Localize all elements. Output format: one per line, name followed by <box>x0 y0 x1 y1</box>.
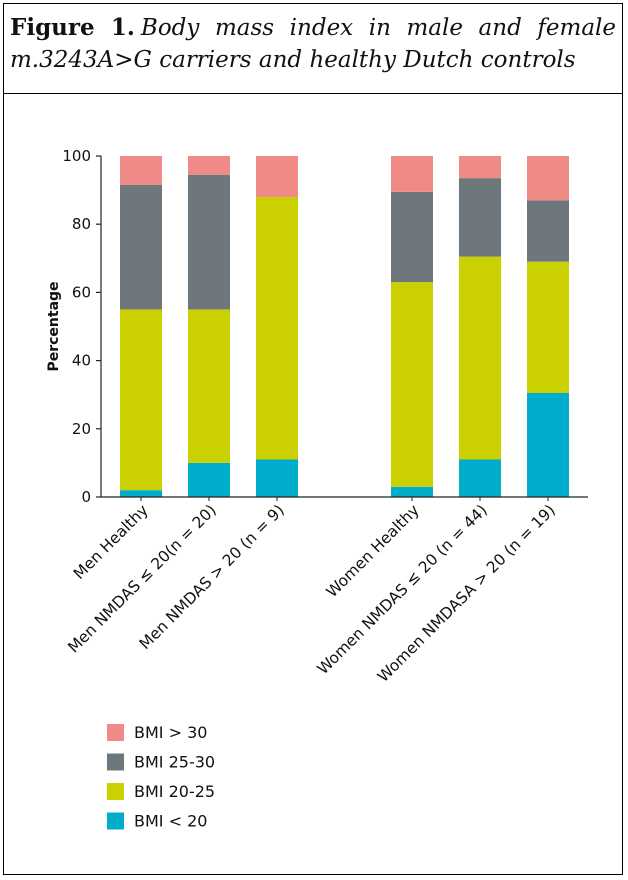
y-tick-label: 20 <box>72 420 91 438</box>
y-axis-label: Percentage <box>46 281 62 371</box>
caption-divider <box>3 93 623 94</box>
legend-swatch <box>107 783 124 800</box>
y-tick-label: 0 <box>81 488 91 506</box>
bar-segment <box>188 462 230 497</box>
x-category-label: Men NMDAS > 20 (n = 9) <box>136 501 288 653</box>
legend-label: BMI 25-30 <box>134 753 215 772</box>
bar-segment <box>256 459 298 497</box>
figure-caption: Figure 1. Body mass index in male and fem… <box>10 12 616 76</box>
figure-label: Figure 1. <box>10 14 135 41</box>
legend-swatch <box>107 812 124 830</box>
bar-segment <box>459 156 501 179</box>
y-tick-label: 60 <box>72 283 91 301</box>
bar-segment <box>459 178 501 257</box>
bar-segment <box>391 191 433 283</box>
bar-segment <box>391 156 433 192</box>
y-tick-label: 80 <box>72 215 91 233</box>
bar-segment <box>120 184 162 310</box>
bar-segment <box>527 261 569 393</box>
bar-segment <box>391 486 433 497</box>
bar-segment <box>188 309 230 463</box>
legend-label: BMI > 30 <box>134 723 207 742</box>
figure-frame <box>3 3 623 875</box>
bar-segment <box>120 490 162 497</box>
legend-swatch <box>107 724 124 741</box>
y-tick-label: 40 <box>72 352 91 370</box>
bar-segment <box>256 156 298 197</box>
bar-segment <box>120 156 162 185</box>
bar-segment <box>391 282 433 487</box>
legend-label: BMI 20-25 <box>134 782 215 801</box>
bar-segment <box>188 174 230 310</box>
bar-segment <box>459 256 501 460</box>
bar-segment <box>527 156 569 201</box>
bar-segment <box>256 196 298 460</box>
bar-segment <box>459 459 501 497</box>
figure-caption-text: Body mass index in male and female m.324… <box>10 15 616 73</box>
bar-segment <box>120 309 162 491</box>
legend-label: BMI < 20 <box>134 812 207 831</box>
bar-segment <box>188 156 230 175</box>
bar-segment <box>527 200 569 262</box>
y-tick-label: 100 <box>62 147 91 165</box>
legend-swatch <box>107 753 124 771</box>
bar-segment <box>527 392 569 497</box>
